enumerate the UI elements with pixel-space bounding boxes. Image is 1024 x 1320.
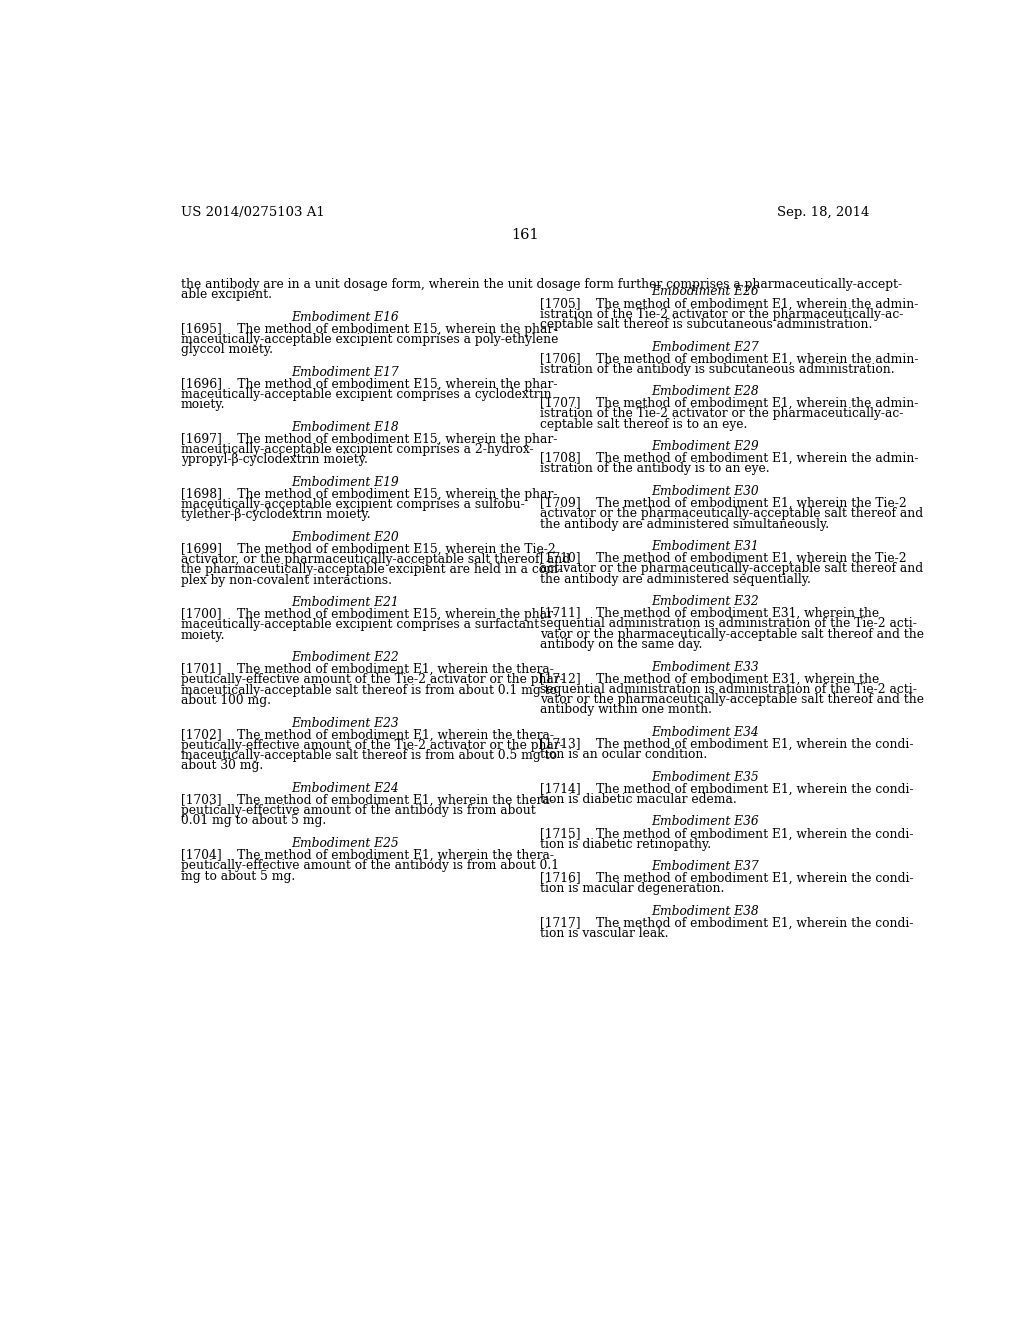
Text: antibody within one month.: antibody within one month. [541,704,713,717]
Text: Embodiment E30: Embodiment E30 [651,484,759,498]
Text: peutically-effective amount of the Tie-2 activator or the phar-: peutically-effective amount of the Tie-2… [180,673,563,686]
Text: Embodiment E18: Embodiment E18 [291,421,398,434]
Text: peutically-effective amount of the Tie-2 activator or the phar-: peutically-effective amount of the Tie-2… [180,739,563,752]
Text: 0.01 mg to about 5 mg.: 0.01 mg to about 5 mg. [180,814,326,828]
Text: [1695]    The method of embodiment E15, wherein the phar-: [1695] The method of embodiment E15, whe… [180,322,557,335]
Text: activator, or the pharmaceutically-acceptable salt thereof, and: activator, or the pharmaceutically-accep… [180,553,569,566]
Text: [1714]    The method of embodiment E1, wherein the condi-: [1714] The method of embodiment E1, wher… [541,783,914,796]
Text: able excipient.: able excipient. [180,288,271,301]
Text: Embodiment E31: Embodiment E31 [651,540,759,553]
Text: [1705]    The method of embodiment E1, wherein the admin-: [1705] The method of embodiment E1, wher… [541,297,919,310]
Text: istration of the antibody is to an eye.: istration of the antibody is to an eye. [541,462,770,475]
Text: [1696]    The method of embodiment E15, wherein the phar-: [1696] The method of embodiment E15, whe… [180,378,557,391]
Text: 161: 161 [511,227,539,242]
Text: Embodiment E27: Embodiment E27 [651,341,759,354]
Text: [1713]    The method of embodiment E1, wherein the condi-: [1713] The method of embodiment E1, wher… [541,738,913,751]
Text: [1699]    The method of embodiment E15, wherein the Tie-2: [1699] The method of embodiment E15, whe… [180,543,555,556]
Text: maceutically-acceptable salt thereof is from about 0.5 mg to: maceutically-acceptable salt thereof is … [180,750,557,762]
Text: antibody on the same day.: antibody on the same day. [541,638,702,651]
Text: Embodiment E19: Embodiment E19 [291,475,398,488]
Text: about 100 mg.: about 100 mg. [180,694,270,708]
Text: [1710]    The method of embodiment E1, wherein the Tie-2: [1710] The method of embodiment E1, wher… [541,552,907,565]
Text: maceutically-acceptable excipient comprises a 2-hydrox-: maceutically-acceptable excipient compri… [180,444,534,455]
Text: Embodiment E37: Embodiment E37 [651,861,759,874]
Text: US 2014/0275103 A1: US 2014/0275103 A1 [180,206,325,219]
Text: maceutically-acceptable excipient comprises a sulfobu-: maceutically-acceptable excipient compri… [180,498,524,511]
Text: Embodiment E20: Embodiment E20 [291,531,398,544]
Text: mg to about 5 mg.: mg to about 5 mg. [180,870,295,883]
Text: maceutically-acceptable salt thereof is from about 0.1 mg to: maceutically-acceptable salt thereof is … [180,684,557,697]
Text: maceutically-acceptable excipient comprises a cyclodextrin: maceutically-acceptable excipient compri… [180,388,551,401]
Text: Embodiment E23: Embodiment E23 [291,717,398,730]
Text: [1697]    The method of embodiment E15, wherein the phar-: [1697] The method of embodiment E15, whe… [180,433,557,446]
Text: Embodiment E35: Embodiment E35 [651,771,759,784]
Text: tion is diabetic macular edema.: tion is diabetic macular edema. [541,793,737,805]
Text: [1712]    The method of embodiment E31, wherein the: [1712] The method of embodiment E31, whe… [541,672,880,685]
Text: [1717]    The method of embodiment E1, wherein the condi-: [1717] The method of embodiment E1, wher… [541,917,913,929]
Text: [1703]    The method of embodiment E1, wherein the thera-: [1703] The method of embodiment E1, wher… [180,793,554,807]
Text: Embodiment E21: Embodiment E21 [291,597,398,610]
Text: sequential administration is administration of the Tie-2 acti-: sequential administration is administrat… [541,682,918,696]
Text: Embodiment E29: Embodiment E29 [651,441,759,453]
Text: [1700]    The method of embodiment E15, wherein the phar-: [1700] The method of embodiment E15, whe… [180,609,557,622]
Text: tion is an ocular condition.: tion is an ocular condition. [541,748,708,762]
Text: the pharmaceutically-acceptable excipient are held in a com-: the pharmaceutically-acceptable excipien… [180,564,562,577]
Text: [1709]    The method of embodiment E1, wherein the Tie-2: [1709] The method of embodiment E1, wher… [541,496,907,510]
Text: Embodiment E32: Embodiment E32 [651,595,759,609]
Text: Sep. 18, 2014: Sep. 18, 2014 [776,206,869,219]
Text: Embodiment E26: Embodiment E26 [651,285,759,298]
Text: maceutically-acceptable excipient comprises a surfactant: maceutically-acceptable excipient compri… [180,618,539,631]
Text: Embodiment E17: Embodiment E17 [291,366,398,379]
Text: istration of the Tie-2 activator or the pharmaceutically-ac-: istration of the Tie-2 activator or the … [541,308,903,321]
Text: tion is vascular leak.: tion is vascular leak. [541,927,669,940]
Text: Embodiment E38: Embodiment E38 [651,906,759,917]
Text: Embodiment E25: Embodiment E25 [291,837,398,850]
Text: glyccol moiety.: glyccol moiety. [180,343,272,356]
Text: peutically-effective amount of the antibody is from about 0.1: peutically-effective amount of the antib… [180,859,559,873]
Text: the antibody are administered sequentially.: the antibody are administered sequential… [541,573,811,586]
Text: activator or the pharmaceutically-acceptable salt thereof and: activator or the pharmaceutically-accept… [541,507,924,520]
Text: Embodiment E28: Embodiment E28 [651,385,759,399]
Text: Embodiment E16: Embodiment E16 [291,310,398,323]
Text: ypropyl-β-cyclodextrin moiety.: ypropyl-β-cyclodextrin moiety. [180,453,368,466]
Text: moiety.: moiety. [180,399,225,411]
Text: [1707]    The method of embodiment E1, wherein the admin-: [1707] The method of embodiment E1, wher… [541,397,919,411]
Text: plex by non-covalent interactions.: plex by non-covalent interactions. [180,574,392,586]
Text: peutically-effective amount of the antibody is from about: peutically-effective amount of the antib… [180,804,536,817]
Text: tylether-β-cyclodextrin moiety.: tylether-β-cyclodextrin moiety. [180,508,371,521]
Text: [1706]    The method of embodiment E1, wherein the admin-: [1706] The method of embodiment E1, wher… [541,352,919,366]
Text: ceptable salt thereof is to an eye.: ceptable salt thereof is to an eye. [541,417,748,430]
Text: [1698]    The method of embodiment E15, wherein the phar-: [1698] The method of embodiment E15, whe… [180,487,557,500]
Text: [1715]    The method of embodiment E1, wherein the condi-: [1715] The method of embodiment E1, wher… [541,828,913,841]
Text: Embodiment E22: Embodiment E22 [291,651,398,664]
Text: Embodiment E34: Embodiment E34 [651,726,759,739]
Text: vator or the pharmaceutically-acceptable salt thereof and the: vator or the pharmaceutically-acceptable… [541,693,925,706]
Text: [1708]    The method of embodiment E1, wherein the admin-: [1708] The method of embodiment E1, wher… [541,453,919,465]
Text: sequential administration is administration of the Tie-2 acti-: sequential administration is administrat… [541,618,918,631]
Text: istration of the antibody is subcutaneous administration.: istration of the antibody is subcutaneou… [541,363,895,376]
Text: about 30 mg.: about 30 mg. [180,759,263,772]
Text: vator or the pharmaceutically-acceptable salt thereof and the: vator or the pharmaceutically-acceptable… [541,627,925,640]
Text: Embodiment E36: Embodiment E36 [651,816,759,829]
Text: maceutically-acceptable excipient comprises a poly-ethylene: maceutically-acceptable excipient compri… [180,333,558,346]
Text: tion is diabetic retinopathy.: tion is diabetic retinopathy. [541,838,712,850]
Text: [1711]    The method of embodiment E31, wherein the: [1711] The method of embodiment E31, whe… [541,607,880,620]
Text: Embodiment E33: Embodiment E33 [651,660,759,673]
Text: tion is macular degeneration.: tion is macular degeneration. [541,882,725,895]
Text: moiety.: moiety. [180,628,225,642]
Text: the antibody are in a unit dosage form, wherein the unit dosage form further com: the antibody are in a unit dosage form, … [180,277,902,290]
Text: the antibody are administered simultaneously.: the antibody are administered simultaneo… [541,517,829,531]
Text: ceptable salt thereof is subcutaneous administration.: ceptable salt thereof is subcutaneous ad… [541,318,872,331]
Text: [1702]    The method of embodiment E1, wherein the thera-: [1702] The method of embodiment E1, wher… [180,729,554,742]
Text: [1701]    The method of embodiment E1, wherein the thera-: [1701] The method of embodiment E1, wher… [180,663,554,676]
Text: istration of the Tie-2 activator or the pharmaceutically-ac-: istration of the Tie-2 activator or the … [541,408,903,420]
Text: [1704]    The method of embodiment E1, wherein the thera-: [1704] The method of embodiment E1, wher… [180,849,554,862]
Text: activator or the pharmaceutically-acceptable salt thereof and: activator or the pharmaceutically-accept… [541,562,924,576]
Text: Embodiment E24: Embodiment E24 [291,781,398,795]
Text: [1716]    The method of embodiment E1, wherein the condi-: [1716] The method of embodiment E1, wher… [541,873,914,884]
